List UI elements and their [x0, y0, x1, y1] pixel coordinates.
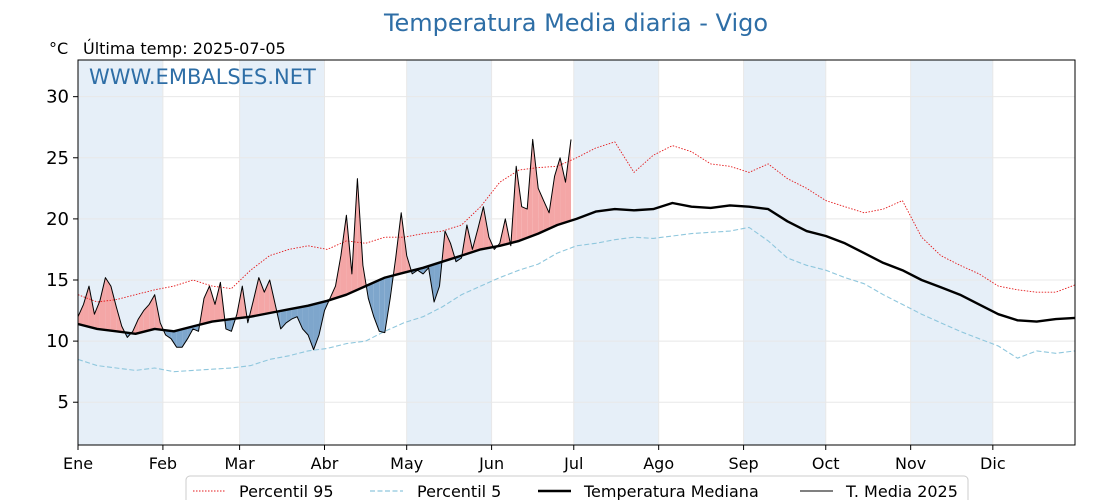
fill-above-median [149, 294, 155, 331]
fill-below-median [182, 327, 188, 348]
plot-frame [77, 59, 1076, 446]
fill-above-median [105, 277, 111, 331]
month-band [239, 60, 325, 445]
fill-above-median [527, 139, 533, 238]
fill-above-median [143, 304, 150, 332]
x-axis-ticks: Ene Feb Mar Abr May Jun Jul Ago Sep Oct Nov Dic [63, 445, 1006, 473]
fill-above-median [401, 212, 407, 274]
fill-above-median [554, 157, 561, 227]
fill-below-median [165, 330, 172, 339]
series-median-line [78, 201, 1075, 335]
y-tick-label: 30 [46, 87, 69, 108]
legend-frame [185, 475, 969, 500]
x-tick-label: Ene [63, 454, 93, 473]
y-unit-label: °C [49, 39, 68, 58]
legend-label-2025: T. Media 2025 [845, 482, 958, 500]
month-band [573, 60, 659, 445]
fill-above-median [94, 300, 100, 330]
fill-above-median [560, 157, 566, 225]
fill-above-median [521, 206, 528, 240]
x-tick-label: Sep [729, 454, 759, 473]
fill-below-median [291, 307, 298, 320]
fill-above-median [209, 286, 215, 323]
series-p95-line [78, 141, 1075, 303]
fill-above-median [99, 277, 106, 330]
legend-label-median: Temperatura Mediana [583, 482, 759, 500]
series-lines [78, 138, 1075, 373]
fill-above-median [445, 231, 451, 261]
fill-below-median [286, 308, 292, 323]
fill-above-median [253, 277, 259, 317]
month-band [78, 60, 163, 445]
fill-below-median [176, 329, 183, 348]
fill-below-median [297, 306, 303, 329]
chart-title: Temperatura Media diaria - Vigo [383, 9, 768, 37]
x-tick-label: Mar [225, 454, 256, 473]
fill-above-median [83, 286, 89, 327]
x-tick-label: Feb [149, 454, 177, 473]
fill-above-median [538, 188, 544, 234]
fill-above-median [335, 255, 341, 299]
y-tick-label: 20 [46, 209, 69, 230]
legend-label-p95: Percentil 95 [239, 482, 334, 500]
x-tick-label: Abr [311, 454, 339, 473]
fill-above-median [395, 212, 402, 275]
fill-above-median [543, 200, 550, 232]
fill-above-median [565, 139, 572, 223]
month-band [743, 60, 826, 445]
fill-below-median [171, 330, 177, 348]
fill-above-median [214, 282, 221, 322]
fill-below-median [384, 276, 391, 333]
fill-above-median [110, 286, 117, 332]
fill-above-median [483, 206, 489, 249]
fill-below-median [373, 280, 380, 332]
y-tick-label: 10 [46, 331, 69, 352]
fill-below-median [434, 262, 440, 302]
fill-above-median [477, 206, 484, 251]
last-temp-label: Última temp: 2025-07-05 [83, 39, 286, 58]
legend-label-p5: Percentil 5 [417, 482, 501, 500]
y-tick-label: 5 [58, 392, 69, 413]
fill-above-median [264, 280, 270, 315]
fill-below-median [379, 277, 385, 333]
x-tick-label: Oct [812, 454, 840, 473]
x-tick-label: Jun [478, 454, 504, 473]
month-bands [78, 60, 993, 445]
x-tick-label: May [390, 454, 423, 473]
fill-above-median [510, 166, 517, 243]
x-tick-label: Nov [895, 454, 926, 473]
fill-above-median [532, 139, 539, 236]
fill-above-median [340, 215, 347, 297]
fill-above-median [516, 166, 522, 242]
fill-above-median [138, 310, 144, 334]
x-tick-label: Jul [563, 454, 583, 473]
fill-below-median [302, 305, 309, 335]
series-2025-line [78, 138, 572, 351]
x-tick-label: Ago [643, 454, 674, 473]
y-axis-ticks: 5 10 15 20 25 30 [46, 87, 78, 413]
x-tick-label: Dic [980, 454, 1006, 473]
fill-above-median [549, 176, 555, 229]
y-tick-label: 25 [46, 148, 69, 169]
fill-below-median [368, 282, 374, 317]
watermark: WWW.EMBALSES.NET [89, 65, 316, 89]
y-tick-label: 15 [46, 270, 69, 291]
legend: Percentil 95 Percentil 5 Temperatura Med… [185, 475, 969, 500]
fill-above-median [258, 277, 265, 316]
fill-above-median [78, 304, 84, 326]
fill-above-median [88, 286, 95, 329]
fill-below-median [225, 319, 232, 332]
month-band [910, 60, 993, 445]
series-p5-line [78, 226, 1075, 373]
